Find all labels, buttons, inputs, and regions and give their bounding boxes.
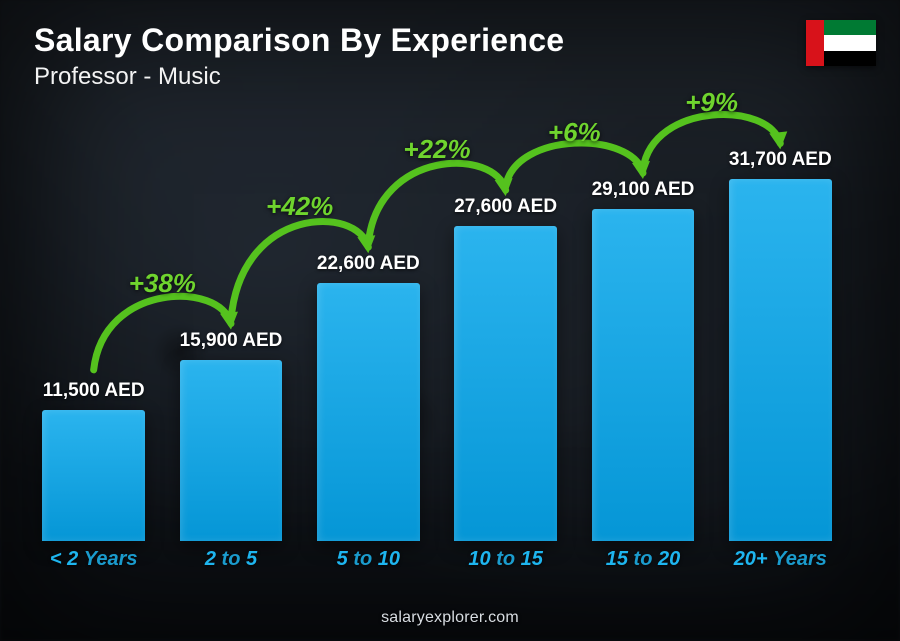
bar-value-3: 27,600 AED: [454, 196, 557, 218]
flag-stripe-1: [824, 35, 877, 50]
bar-2: [317, 283, 420, 541]
bar-slot-1: 15,900 AED2 to 5: [171, 100, 290, 541]
bar-category-1: 2 to 5: [171, 548, 290, 571]
bar-slot-5: 31,700 AED20+ Years: [721, 100, 840, 541]
bar-slot-4: 29,100 AED15 to 20: [583, 100, 702, 541]
bar-value-0: 11,500 AED: [43, 380, 145, 402]
chart-title: Salary Comparison By Experience: [34, 22, 564, 59]
bar-category-0: < 2 Years: [34, 548, 153, 571]
chart-area: 11,500 AED< 2 Years15,900 AED2 to 522,60…: [34, 100, 840, 575]
bar-category-2: 5 to 10: [309, 548, 428, 571]
bar-value-1: 15,900 AED: [180, 330, 283, 352]
chart-subtitle: Professor - Music: [34, 63, 564, 91]
bar-3: [454, 226, 557, 541]
flag-stripes: [824, 20, 877, 66]
bar-0: [42, 410, 145, 541]
flag-uae: [806, 20, 876, 66]
bar-4: [592, 209, 695, 541]
bar-slot-3: 27,600 AED10 to 15: [446, 100, 565, 541]
bar-1: [180, 360, 283, 541]
bar-5: [729, 179, 832, 541]
bar-value-5: 31,700 AED: [729, 149, 832, 171]
bar-category-5: 20+ Years: [721, 548, 840, 571]
bar-category-3: 10 to 15: [446, 548, 565, 571]
bar-category-4: 15 to 20: [583, 548, 702, 571]
bar-value-4: 29,100 AED: [592, 179, 695, 201]
bar-slot-2: 22,600 AED5 to 10: [309, 100, 428, 541]
bar-value-2: 22,600 AED: [317, 253, 420, 275]
bars-container: 11,500 AED< 2 Years15,900 AED2 to 522,60…: [34, 100, 840, 541]
bar-slot-0: 11,500 AED< 2 Years: [34, 100, 153, 541]
flag-stripe-2: [824, 51, 877, 66]
footer-attribution: salaryexplorer.com: [0, 609, 900, 627]
flag-hoist: [806, 20, 824, 66]
flag-stripe-0: [824, 20, 877, 35]
title-block: Salary Comparison By Experience Professo…: [34, 22, 564, 91]
